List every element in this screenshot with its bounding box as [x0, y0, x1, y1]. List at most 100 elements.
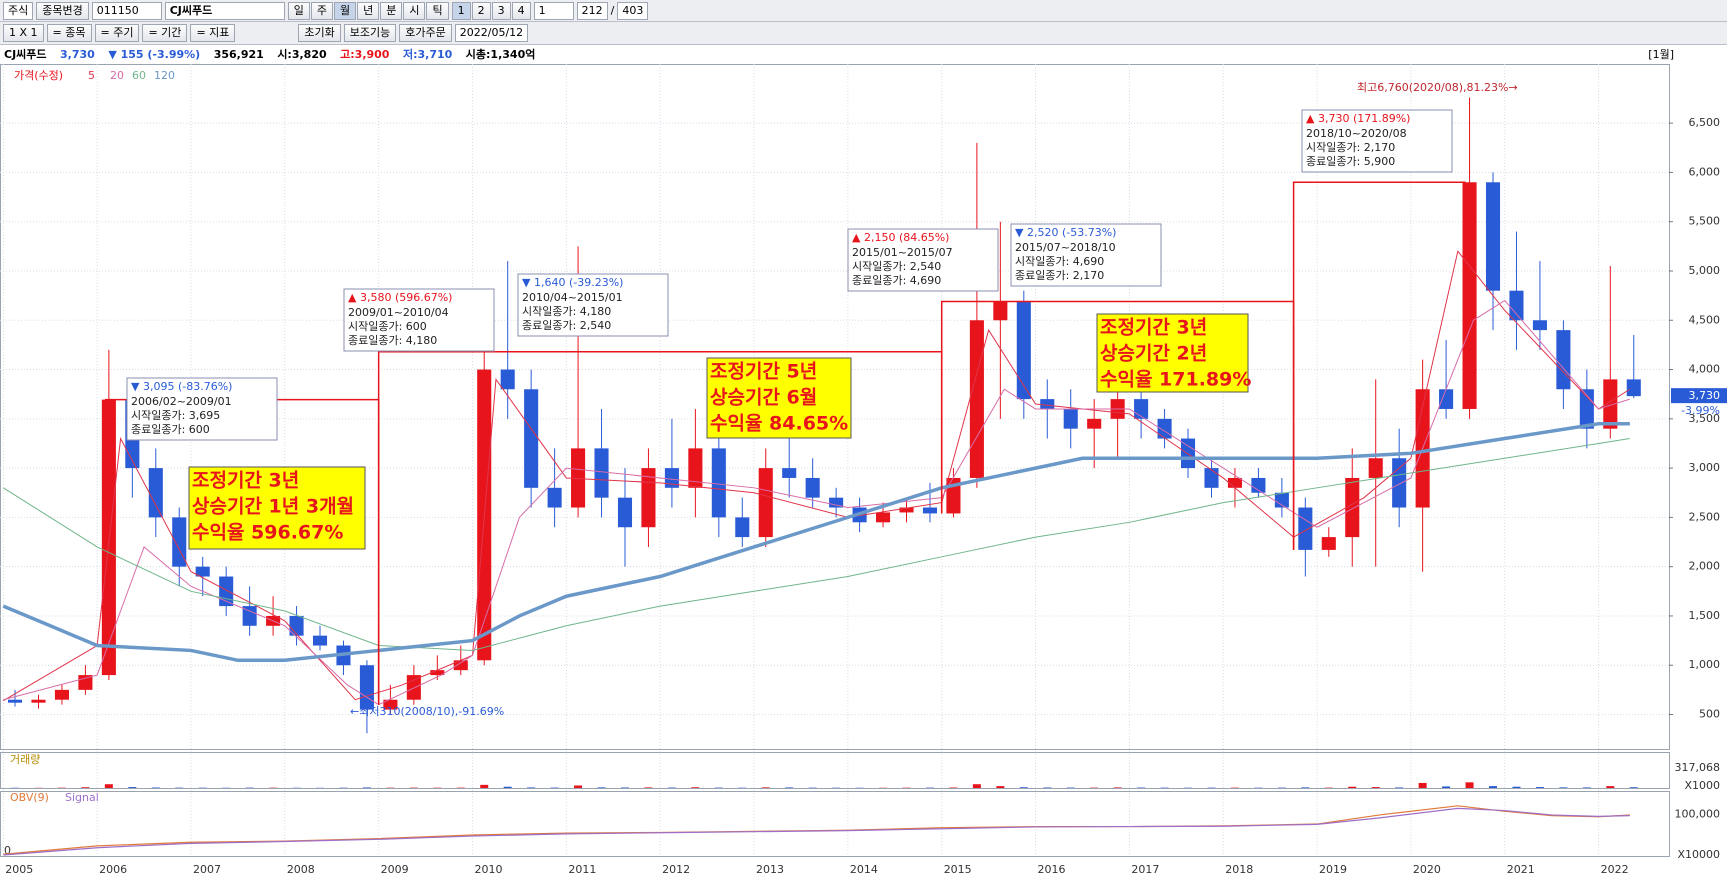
candle-body: [312, 635, 328, 646]
action-button[interactable]: 보조기능: [343, 24, 397, 42]
volume-bar: [1442, 786, 1451, 788]
note-line: 조정기간 3년: [1100, 317, 1207, 339]
number-button[interactable]: 4: [511, 1, 531, 20]
candle-body: [829, 497, 844, 508]
annotation-end: 종료일종가: 600: [131, 422, 210, 436]
candle-body: [899, 507, 914, 513]
period-button[interactable]: 틱: [426, 1, 449, 20]
y-tick-label: 2,000: [1689, 560, 1721, 573]
y-tick-label: 2,500: [1689, 510, 1721, 523]
last-price: 3,730: [1689, 389, 1721, 402]
toolbar-2: 1 X 1 = 종목 = 주기 = 기간 = 지표 초기화 보조기능 호가주문 2022/…: [0, 22, 1727, 45]
number-button[interactable]: 3: [491, 1, 511, 20]
market-cap: 시총:1,340억: [465, 48, 536, 61]
layout-button[interactable]: 1 X 1: [3, 24, 44, 42]
y-tick-label: 1,000: [1689, 658, 1721, 671]
candle-body: [1462, 182, 1477, 409]
period-button[interactable]: 시: [403, 1, 426, 20]
x-tick-label: 2021: [1507, 863, 1535, 876]
candle-body: [782, 468, 797, 478]
y-tick-label: 5,000: [1689, 264, 1721, 277]
y-tick-label: 6,000: [1689, 165, 1721, 178]
button-group: 초기화 보조기능 호가주문: [298, 24, 452, 42]
action-button[interactable]: 초기화: [298, 24, 341, 42]
date-input[interactable]: 2022/05/12: [454, 24, 529, 42]
volume-bar: [949, 787, 958, 788]
action-button[interactable]: 호가주문: [399, 24, 452, 42]
volume-bar: [527, 787, 536, 788]
last-price-tag: [1671, 388, 1727, 404]
candle-body: [148, 468, 163, 518]
note-line: 조정기간 3년: [192, 470, 299, 492]
x-tick-label: 2009: [381, 863, 409, 876]
period-label: [1월]: [1648, 48, 1674, 61]
change-button[interactable]: 종목변경: [36, 1, 89, 20]
volume-bar: [1371, 787, 1380, 788]
candle-body: [1321, 537, 1336, 550]
period-button[interactable]: 분: [380, 1, 403, 20]
volume-bar: [1418, 782, 1427, 788]
period-button[interactable]: 주: [310, 1, 333, 20]
volume-bar: [503, 786, 512, 788]
number-button[interactable]: 2: [471, 1, 491, 20]
note-line: 수익율 84.65%: [710, 413, 848, 435]
candle-body: [1298, 507, 1313, 550]
period-button[interactable]: 일: [287, 1, 310, 20]
unit-input[interactable]: 1: [533, 1, 574, 20]
annotation-box: [1301, 109, 1453, 173]
note-line: 상승기간 2년: [1100, 343, 1207, 365]
annotation-end: 종료일종가: 2,170: [1015, 268, 1104, 282]
step-line: [940, 300, 989, 514]
candle-body: [1016, 301, 1031, 400]
high: 고:3,900: [340, 48, 390, 61]
candle-body: [547, 487, 562, 508]
note-line: 수익율 171.89%: [1100, 369, 1251, 391]
name-field[interactable]: CJ씨푸드: [164, 1, 285, 20]
period-button[interactable]: 년: [357, 1, 380, 20]
annotation-period: 2010/04~2015/01: [522, 291, 623, 304]
filter-button[interactable]: = 종목: [46, 24, 92, 42]
x-tick-label: 2005: [5, 863, 33, 876]
annotation-end: 종료일종가: 4,180: [348, 333, 437, 347]
candle-body: [1485, 182, 1501, 291]
annotation-title: ▲ 3,580 (596.67%): [348, 291, 452, 304]
candle-body: [1626, 379, 1641, 397]
legend-item: 120: [154, 69, 175, 82]
volume-bar: [1582, 787, 1591, 788]
note-box: [706, 357, 852, 439]
number-button[interactable]: 1: [451, 1, 471, 20]
market-select[interactable]: 주식: [3, 1, 34, 20]
candle-body: [359, 665, 374, 710]
panel-title: 거래량: [10, 753, 40, 766]
price: 3,730: [60, 48, 95, 61]
candle-body: [1532, 320, 1547, 331]
volume-bar: [597, 787, 606, 788]
x-tick-label: 2011: [568, 863, 596, 876]
count-input[interactable]: 212: [576, 1, 608, 20]
filter-button[interactable]: = 지표: [190, 24, 236, 42]
candle-body: [735, 517, 750, 538]
candle-body: [594, 448, 609, 498]
indicator-line: [3, 805, 1630, 855]
annotation-period: 2015/07~2018/10: [1015, 241, 1116, 254]
period-button[interactable]: 월: [333, 1, 357, 20]
indicator-line: [3, 807, 1630, 856]
low-note: ←최저310(2008/10),-91.69%: [350, 705, 504, 718]
annotation-period: 2009/01~2010/04: [348, 306, 449, 319]
candle-body: [406, 675, 421, 700]
note-box: [188, 466, 366, 550]
candle-body: [1180, 438, 1196, 469]
filter-button[interactable]: = 기간: [142, 24, 188, 42]
volume-bar: [691, 787, 700, 788]
filter-button[interactable]: = 주기: [94, 24, 140, 42]
moving-average: [3, 438, 1630, 651]
legend-item: Signal: [65, 791, 99, 804]
volume: 356,921: [213, 48, 264, 61]
high-note: 최고6,760(2020/08),81.23%→: [1357, 81, 1518, 94]
code-input[interactable]: 011150: [91, 1, 162, 20]
candle-body: [524, 389, 539, 488]
candle-body: [969, 320, 984, 478]
